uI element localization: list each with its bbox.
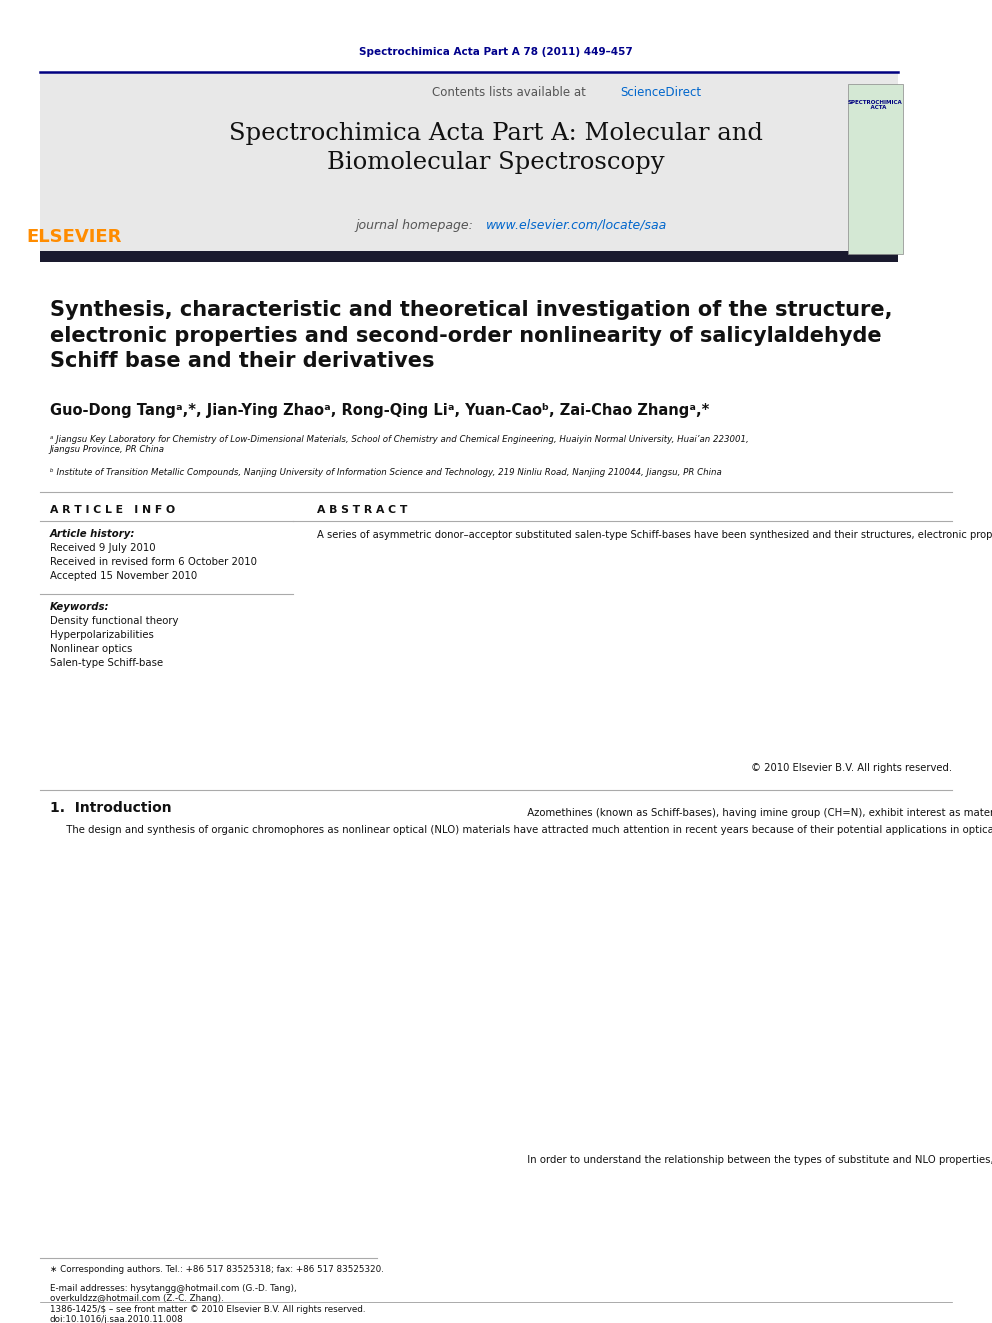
- Text: A R T I C L E   I N F O: A R T I C L E I N F O: [50, 505, 175, 515]
- Text: © 2010 Elsevier B.V. All rights reserved.: © 2010 Elsevier B.V. All rights reserved…: [751, 763, 952, 773]
- Text: Synthesis, characteristic and theoretical investigation of the structure,
electr: Synthesis, characteristic and theoretica…: [50, 300, 892, 372]
- Text: Salen-type Schiff-base: Salen-type Schiff-base: [50, 658, 163, 668]
- Text: journal homepage:: journal homepage:: [355, 218, 477, 232]
- Text: Received in revised form 6 October 2010: Received in revised form 6 October 2010: [50, 557, 257, 568]
- Text: ∗ Corresponding authors. Tel.: +86 517 83525318; fax: +86 517 83525320.: ∗ Corresponding authors. Tel.: +86 517 8…: [50, 1266, 384, 1274]
- Bar: [40, 73, 898, 255]
- Text: ELSEVIER: ELSEVIER: [27, 228, 122, 246]
- Text: Received 9 July 2010: Received 9 July 2010: [50, 542, 155, 553]
- Bar: [848, 83, 903, 254]
- Text: A series of asymmetric donor–acceptor substituted salen-type Schiff-bases have b: A series of asymmetric donor–acceptor su…: [317, 531, 992, 540]
- Text: Hyperpolarizabilities: Hyperpolarizabilities: [50, 630, 154, 640]
- Text: Article history:: Article history:: [50, 529, 135, 538]
- Bar: [40, 251, 898, 262]
- Text: Spectrochimica Acta Part A: Molecular and
Biomolecular Spectroscopy: Spectrochimica Acta Part A: Molecular an…: [229, 122, 763, 173]
- Text: Density functional theory: Density functional theory: [50, 617, 179, 626]
- Text: Contents lists available at: Contents lists available at: [432, 86, 589, 98]
- Text: ScienceDirect: ScienceDirect: [620, 86, 701, 98]
- Text: Spectrochimica Acta Part A 78 (2011) 449–457: Spectrochimica Acta Part A 78 (2011) 449…: [359, 48, 633, 57]
- Text: The design and synthesis of organic chromophores as nonlinear optical (NLO) mate: The design and synthesis of organic chro…: [50, 826, 992, 835]
- Text: Nonlinear optics: Nonlinear optics: [50, 644, 132, 654]
- Text: Accepted 15 November 2010: Accepted 15 November 2010: [50, 572, 196, 581]
- Text: Azomethines (known as Schiff-bases), having imine group (CH=N), exhibit interest: Azomethines (known as Schiff-bases), hav…: [511, 808, 992, 818]
- Text: E-mail addresses: hysytangg@hotmail.com (G.-D. Tang),
overkuldzz@hotmail.com (Z.: E-mail addresses: hysytangg@hotmail.com …: [50, 1285, 297, 1303]
- Text: www.elsevier.com/locate/saa: www.elsevier.com/locate/saa: [485, 218, 667, 232]
- Text: SPECTROCHIMICA
    ACTA: SPECTROCHIMICA ACTA: [847, 99, 903, 110]
- Text: 1.  Introduction: 1. Introduction: [50, 800, 172, 815]
- Text: ᵇ Institute of Transition Metallic Compounds, Nanjing University of Information : ᵇ Institute of Transition Metallic Compo…: [50, 468, 721, 478]
- Text: Guo-Dong Tangᵃ,*, Jian-Ying Zhaoᵃ, Rong-Qing Liᵃ, Yuan-Caoᵇ, Zai-Chao Zhangᵃ,*: Guo-Dong Tangᵃ,*, Jian-Ying Zhaoᵃ, Rong-…: [50, 402, 709, 418]
- Text: 1386-1425/$ – see front matter © 2010 Elsevier B.V. All rights reserved.: 1386-1425/$ – see front matter © 2010 El…: [50, 1306, 365, 1315]
- Text: doi:10.1016/j.saa.2010.11.008: doi:10.1016/j.saa.2010.11.008: [50, 1315, 184, 1323]
- Text: Keywords:: Keywords:: [50, 602, 109, 613]
- Text: A B S T R A C T: A B S T R A C T: [317, 505, 408, 515]
- Text: ᵃ Jiangsu Key Laboratory for Chemistry of Low-Dimensional Materials, School of C: ᵃ Jiangsu Key Laboratory for Chemistry o…: [50, 435, 748, 454]
- Text: In order to understand the relationship between the types of substitute and NLO : In order to understand the relationship …: [511, 1155, 992, 1166]
